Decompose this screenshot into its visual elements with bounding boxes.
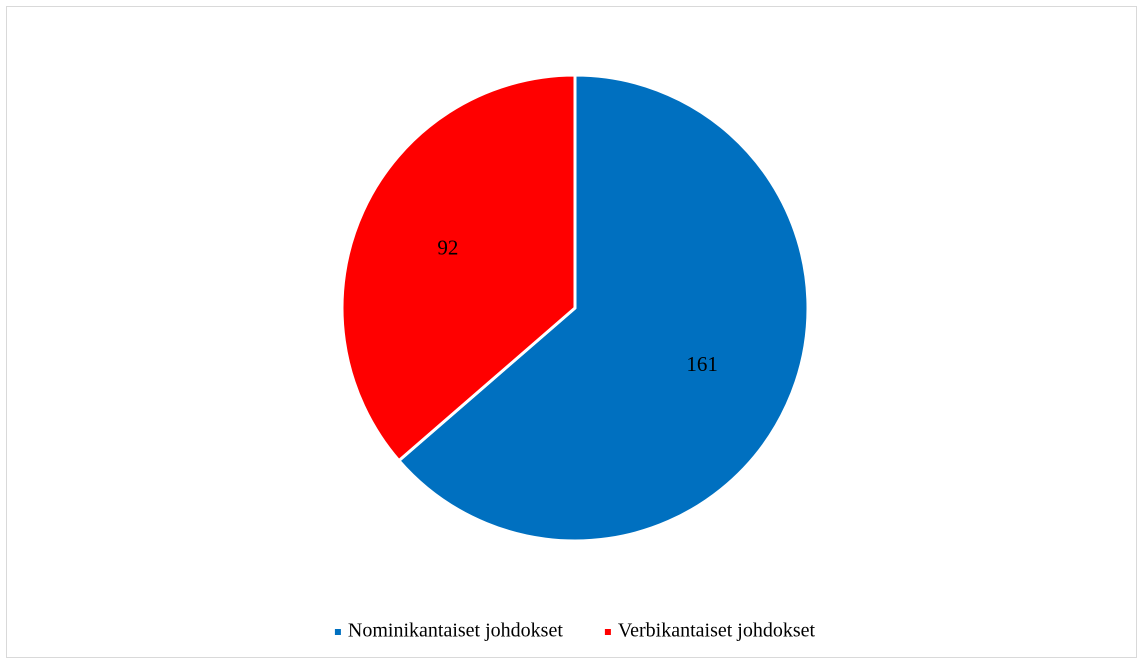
legend-label: Nominikantaiset johdokset (348, 620, 563, 642)
pie-slice (340, 73, 577, 463)
pie-slice (397, 73, 810, 543)
data-label: 92 (437, 236, 458, 260)
data-label: 161 (686, 352, 718, 376)
legend-marker (334, 629, 341, 635)
legend-label: Verbikantaiset johdokset (618, 620, 816, 642)
legend-marker (604, 629, 611, 635)
